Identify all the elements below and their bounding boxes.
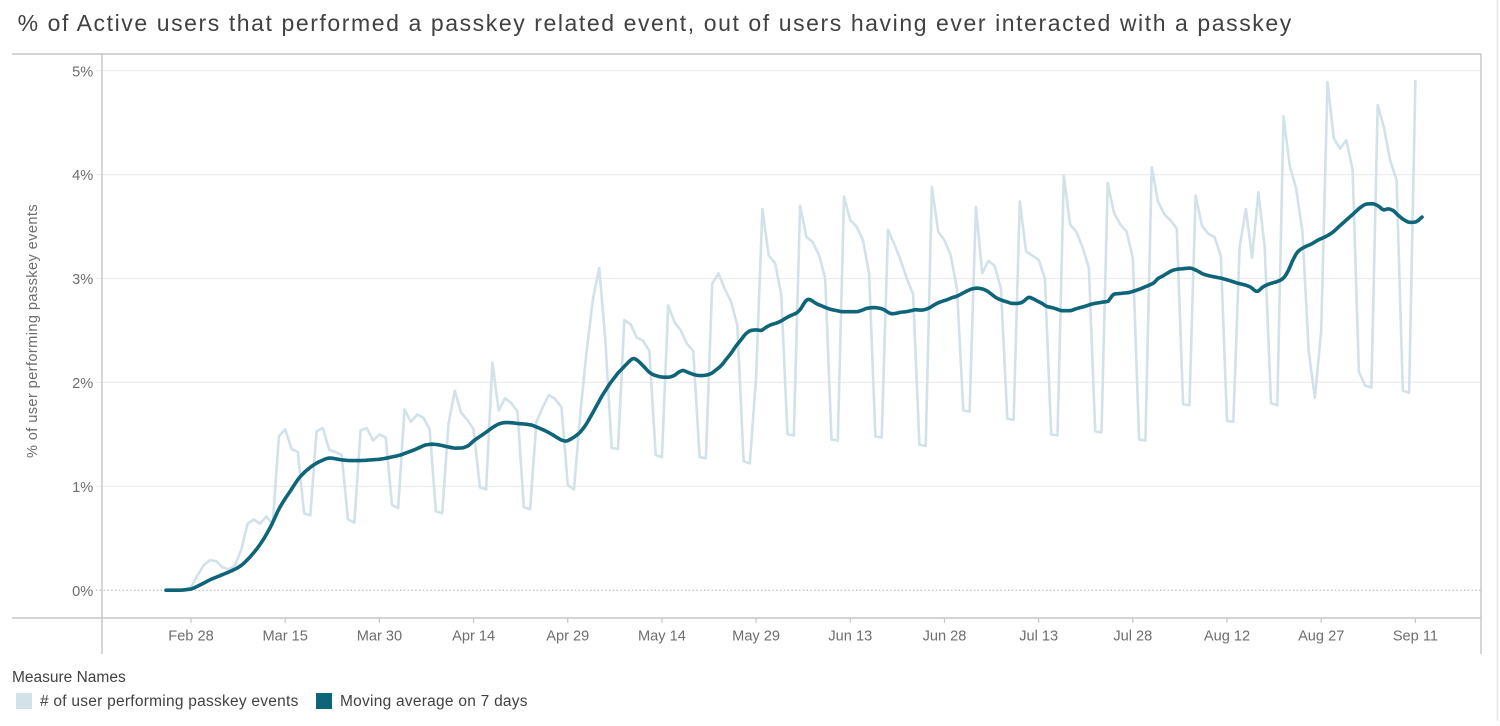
svg-text:Jul 28: Jul 28 xyxy=(1113,629,1152,645)
svg-text:Mar 30: Mar 30 xyxy=(357,629,402,645)
svg-text:# of user performing passkey e: # of user performing passkey events xyxy=(40,693,299,710)
svg-text:3%: 3% xyxy=(72,272,93,288)
svg-text:Jun 13: Jun 13 xyxy=(828,629,872,645)
svg-text:Aug 27: Aug 27 xyxy=(1298,629,1344,645)
svg-text:Mar 15: Mar 15 xyxy=(262,629,307,645)
svg-text:2%: 2% xyxy=(72,376,93,392)
svg-text:Jun 28: Jun 28 xyxy=(923,629,967,645)
svg-text:1%: 1% xyxy=(72,480,93,496)
svg-text:Sep 11: Sep 11 xyxy=(1393,629,1438,645)
svg-text:May 14: May 14 xyxy=(638,629,686,645)
svg-text:Apr 14: Apr 14 xyxy=(452,629,495,645)
svg-text:Moving average on 7 days: Moving average on 7 days xyxy=(340,693,528,710)
svg-text:5%: 5% xyxy=(72,64,93,80)
svg-text:Measure Names: Measure Names xyxy=(12,669,126,686)
svg-text:Feb 28: Feb 28 xyxy=(168,629,213,645)
svg-text:% of Active users that perform: % of Active users that performed a passk… xyxy=(18,10,1293,36)
svg-text:4%: 4% xyxy=(72,168,93,184)
svg-text:0%: 0% xyxy=(72,584,93,600)
svg-text:Apr 29: Apr 29 xyxy=(546,629,589,645)
svg-text:Jul 13: Jul 13 xyxy=(1019,629,1058,645)
svg-text:% of user performing passkey e: % of user performing passkey events xyxy=(25,204,41,458)
svg-text:Aug 12: Aug 12 xyxy=(1204,629,1250,645)
svg-text:May 29: May 29 xyxy=(732,629,780,645)
